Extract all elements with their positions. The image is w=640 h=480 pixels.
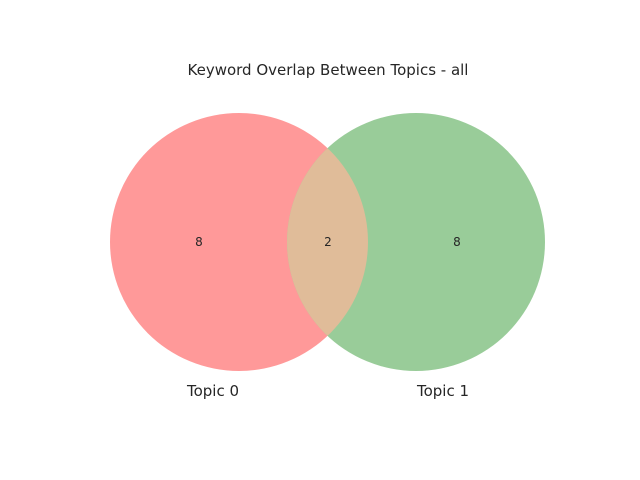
topic-0-label: Topic 0 xyxy=(186,382,239,400)
topic-1-only-count: 8 xyxy=(453,235,461,249)
topic-1-label: Topic 1 xyxy=(416,382,469,400)
topic-0-only-count: 8 xyxy=(195,235,203,249)
topic-0-circle xyxy=(110,113,368,371)
overlap-count: 2 xyxy=(324,235,332,249)
chart-title: Keyword Overlap Between Topics - all xyxy=(188,61,469,79)
topic-1-circle xyxy=(287,113,545,371)
